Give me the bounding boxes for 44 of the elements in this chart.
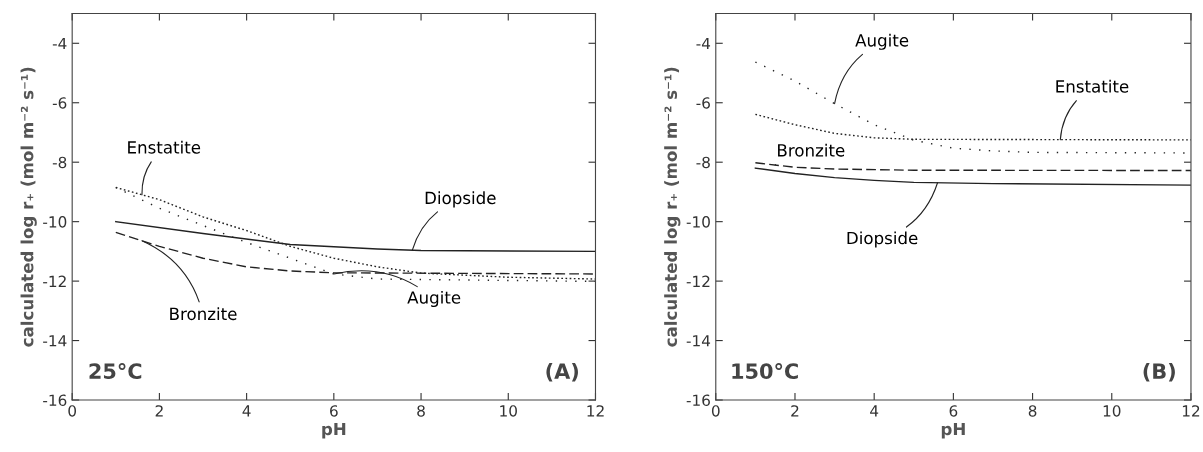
x-tick-label: 10 — [500, 405, 517, 417]
x-tick-label: 2 — [791, 405, 799, 417]
y-tick-label: -16 — [686, 394, 710, 407]
y-tick-label: -14 — [686, 335, 711, 347]
y-axis-title: calculated log r₊ (mol m⁻² s⁻¹) — [664, 67, 681, 347]
text: Diopside — [847, 231, 918, 248]
x-tick-label: 6 — [330, 405, 338, 417]
x-axis-title: pH — [322, 422, 346, 439]
x-tick-label: 12 — [1182, 405, 1200, 417]
annotation: 150°C — [732, 363, 798, 380]
y-axis-title: calculated log r₊ (mol m⁻² s⁻¹) — [20, 67, 37, 347]
series-label: Bronzite — [778, 143, 845, 157]
annotation: (B) — [1143, 362, 1175, 382]
y-tick-label: -12 — [686, 275, 710, 287]
x-tick-label: 0 — [68, 405, 77, 417]
text: Diopside — [425, 191, 496, 208]
x-axis-title: pH — [941, 422, 965, 439]
x-tick-label: 8 — [1028, 405, 1037, 417]
text: Enstatite — [1056, 79, 1129, 93]
y-tick-label: -4 — [52, 37, 67, 50]
x-tick-label: 4 — [242, 405, 251, 417]
annotation: (A) — [546, 362, 578, 382]
y-tick-label: -8 — [52, 156, 67, 169]
y-tick-label: -6 — [52, 97, 67, 109]
y-tick-label: -12 — [43, 275, 66, 287]
y-tick-label: -6 — [696, 97, 710, 109]
y-tick-label: -14 — [43, 335, 67, 347]
x-tick-label: 0 — [711, 405, 720, 417]
y-tick-label: -4 — [696, 37, 711, 50]
text: Enstatite — [128, 140, 201, 154]
y-tick-label: -10 — [686, 216, 710, 228]
x-tick-label: 2 — [155, 405, 163, 417]
y-tick-label: -10 — [43, 216, 67, 228]
x-tick-label: 12 — [587, 405, 604, 417]
x-tick-label: 8 — [417, 405, 425, 417]
text: Bronzite — [170, 307, 237, 321]
text: Augite — [855, 33, 909, 50]
x-tick-label: 6 — [949, 405, 958, 417]
y-tick-label: -16 — [43, 394, 67, 407]
annotation: 25°C — [89, 363, 142, 380]
x-tick-label: 4 — [870, 405, 879, 417]
x-tick-label: 10 — [1103, 405, 1121, 417]
series-label: Augite — [407, 290, 461, 308]
y-tick-label: -8 — [696, 156, 710, 169]
